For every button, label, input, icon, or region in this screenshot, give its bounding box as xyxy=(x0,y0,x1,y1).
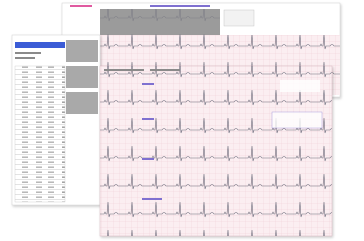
gray-block xyxy=(66,40,98,62)
gray-block xyxy=(66,92,98,114)
info-box xyxy=(280,80,320,92)
lead-label xyxy=(142,118,154,120)
header-bar xyxy=(15,42,65,48)
data-table xyxy=(15,66,65,202)
header-mark xyxy=(150,5,210,7)
text-line xyxy=(104,69,144,71)
legend-box xyxy=(224,10,254,26)
header-mark xyxy=(70,5,92,7)
gray-block xyxy=(66,66,98,88)
lead-label xyxy=(142,198,162,200)
measurement-box xyxy=(272,112,322,128)
ecg-report-illustration xyxy=(0,0,364,241)
lead-label xyxy=(142,158,154,160)
page xyxy=(0,0,364,241)
rhythm-trace xyxy=(100,9,220,35)
sheet-ecg-leads xyxy=(100,66,332,236)
sheet-summary-table xyxy=(12,35,100,205)
lead-label xyxy=(142,83,154,85)
text-line xyxy=(15,52,41,54)
text-line xyxy=(15,57,35,59)
text-line xyxy=(150,69,180,71)
